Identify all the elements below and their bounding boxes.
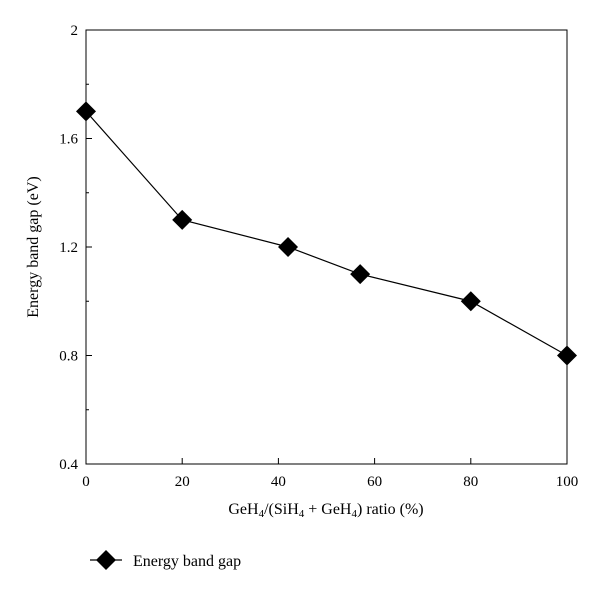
data-point-diamond (350, 264, 371, 285)
axis-ticks (85, 29, 568, 465)
y-axis-title: Energy band gap (eV) (25, 176, 42, 317)
y-tick-label: 0.4 (59, 457, 78, 473)
data-point-diamond (76, 101, 96, 122)
x-axis-title: GeH4/(SiH4 + GeH4) ratio (%) (228, 501, 423, 520)
data-point-diamond (172, 209, 193, 230)
x-axis-title-subscript: 4 (259, 508, 265, 520)
data-point-diamond (557, 345, 577, 366)
y-tick-label: 0.8 (59, 349, 78, 365)
x-tick-label: 40 (271, 474, 286, 490)
y-tick-label: 1.2 (59, 240, 78, 256)
x-axis-title-part: + GeH (304, 501, 352, 518)
x-tick-label: 100 (556, 474, 579, 490)
legend-label: Energy band gap (133, 553, 241, 570)
x-tick-label: 80 (463, 474, 478, 490)
x-tick-label: 0 (82, 474, 90, 490)
x-tick-label: 60 (367, 474, 382, 490)
series-group (76, 101, 577, 366)
data-point-diamond (278, 237, 299, 257)
x-axis-title-part: ) ratio (%) (357, 501, 424, 518)
legend: Energy band gap (90, 550, 241, 570)
x-axis-title-subscript: 4 (351, 508, 357, 520)
data-point-diamond (460, 291, 481, 312)
x-axis-title-part: /(SiH (264, 501, 299, 518)
y-tick-label: 2 (71, 23, 79, 39)
x-tick-label: 20 (175, 474, 190, 490)
plot-area-frame (85, 29, 568, 465)
legend-marker-diamond (96, 550, 116, 570)
x-axis-title-subscript: 4 (299, 508, 305, 520)
x-axis-title-part: GeH (228, 501, 259, 518)
series-line (85, 110, 568, 357)
y-tick-label: 1.6 (59, 132, 78, 148)
axis-tick-labels: 0 20 40 60 80 100 0.4 0.8 1.2 1.6 2 (59, 23, 578, 490)
